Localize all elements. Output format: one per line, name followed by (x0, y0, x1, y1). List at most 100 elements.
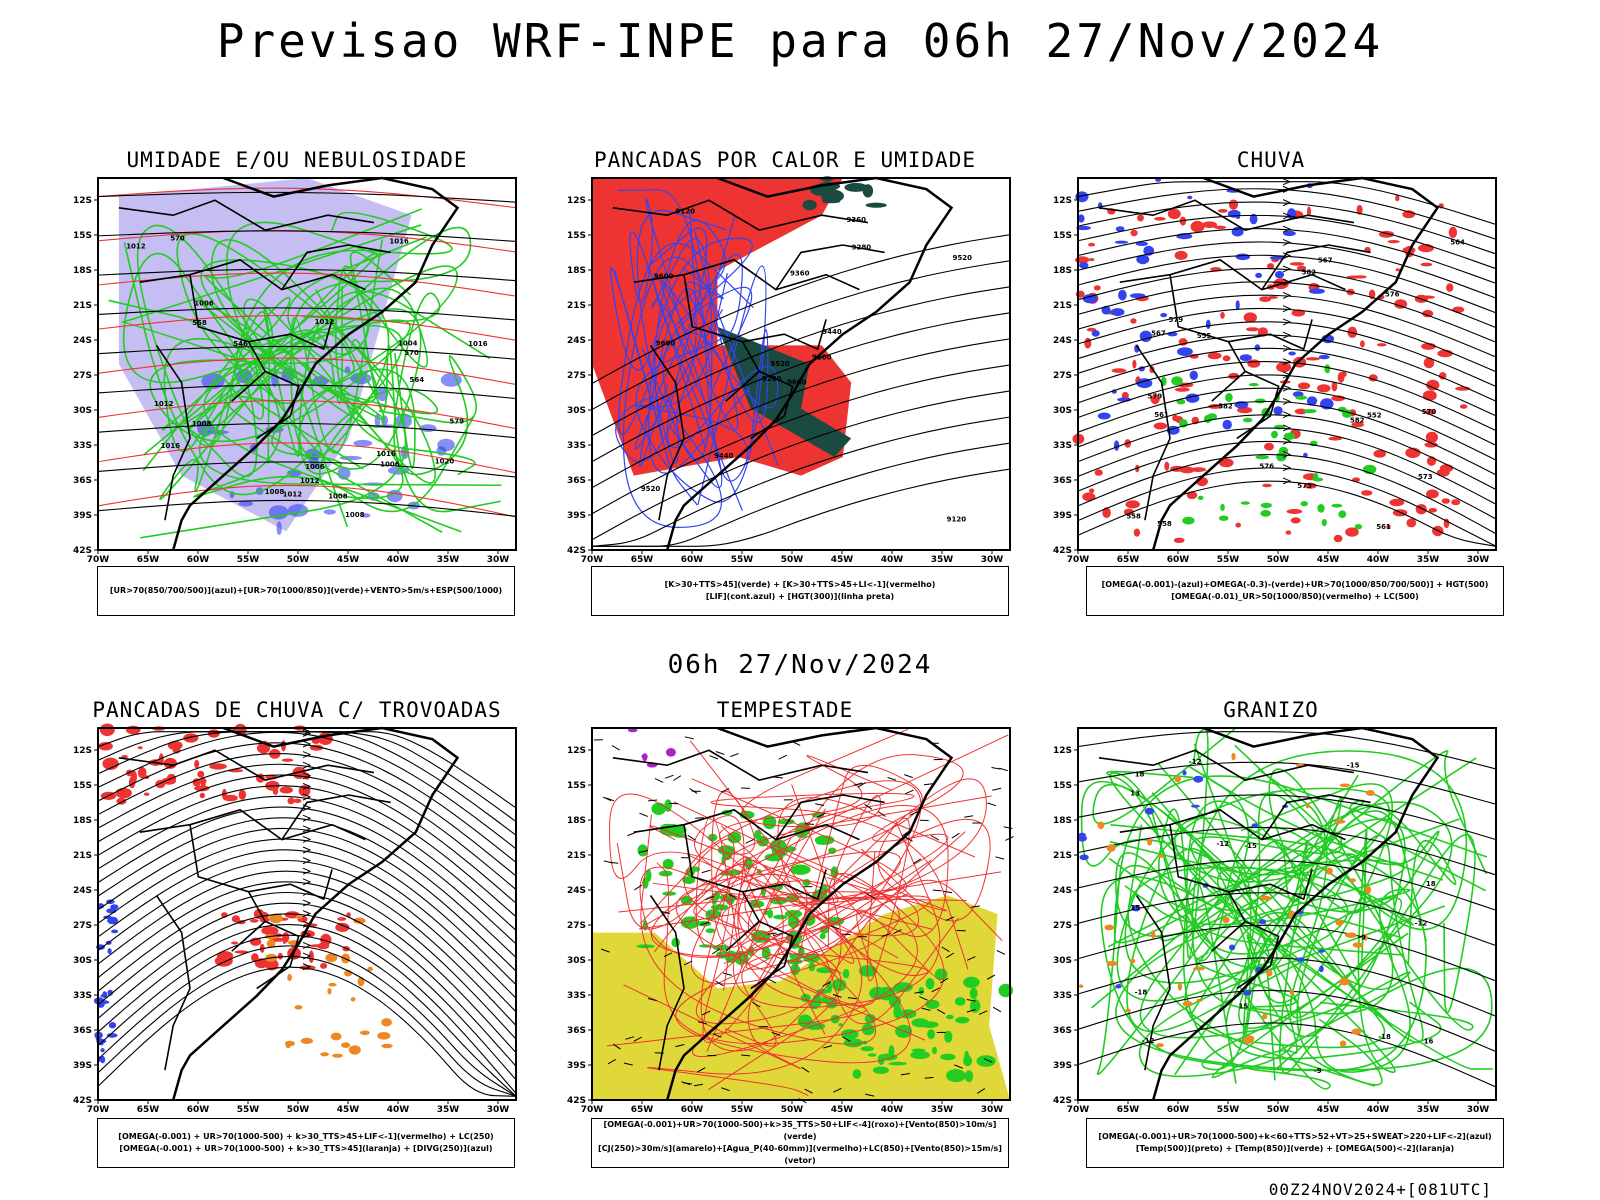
rain-red-area (1305, 357, 1320, 361)
wind-vector (729, 753, 739, 758)
hgt500-contour (1077, 387, 1497, 461)
wind-vector (931, 987, 940, 993)
streamline-250 (97, 924, 517, 1094)
wind-green-area (790, 864, 811, 875)
precipitable-water-contour (616, 843, 900, 985)
contour-label: 9600 (787, 378, 807, 386)
contour-label: 9600 (654, 272, 674, 280)
lon-tick-label: 65W (137, 1105, 160, 1115)
hgt300-contour (591, 416, 1011, 547)
wind-arrow (302, 899, 312, 907)
lon-tick-label: 40W (387, 555, 410, 565)
map-frame (97, 177, 517, 551)
lat-tick-label: 15S (1053, 781, 1072, 791)
lat-tick-label: 36S (73, 476, 92, 486)
thickness-contour (97, 484, 517, 518)
omega-orange-area (1174, 775, 1182, 783)
state-border (118, 749, 375, 781)
rain-red-area (1088, 242, 1096, 247)
humidity-high-area (276, 521, 282, 535)
wind-vector (904, 836, 913, 842)
wind-green-area (932, 1046, 937, 1055)
lon-tick-label: 40W (1367, 1105, 1390, 1115)
wind-vector (715, 751, 725, 755)
lat-tick-label: 24S (567, 886, 586, 896)
rain-green-area (1331, 503, 1343, 508)
temp500-contour (1077, 989, 1497, 1053)
state-border (775, 244, 885, 291)
wind-green-area (927, 1029, 935, 1040)
contour-label: 570 (1422, 408, 1437, 416)
omega-orange-area (1193, 966, 1205, 971)
streamline-250 (97, 934, 517, 1097)
precipitable-water-contour (609, 740, 899, 964)
rain-green-area (1303, 409, 1317, 414)
contour-label: 9200 (762, 375, 782, 383)
legend-line: [OMEGA(-0.001)-(azul)+OMEGA(-0.3)-(verde… (1101, 580, 1489, 589)
temp500-contour (1077, 924, 1497, 982)
wind-green-area (748, 900, 765, 908)
rain-red-area (1297, 382, 1311, 390)
wind-green-area (861, 1023, 875, 1036)
rain-blue-area (1136, 254, 1150, 265)
storm-red-area (277, 952, 283, 960)
wind-vector (966, 999, 976, 1002)
lat-tick-label: 27S (1053, 921, 1072, 931)
contour-label: 18 (1135, 771, 1145, 779)
wind-vector (607, 1058, 616, 1065)
streamline-250 (97, 785, 517, 918)
state-border (1236, 370, 1280, 440)
coastline (665, 176, 954, 551)
storm-orange-area (353, 917, 366, 924)
rain-red-area (1264, 442, 1274, 451)
wind-green-area (852, 1069, 862, 1079)
storm-red-area (102, 757, 119, 770)
rain-red-area (1089, 488, 1095, 494)
lon-tick-label: 45W (831, 555, 854, 565)
rain-red-area (1247, 359, 1261, 368)
wind-arrow (1282, 411, 1292, 419)
wind-vector (682, 1082, 693, 1085)
contour-label: 558 (1157, 520, 1172, 528)
rain-red-area (1276, 362, 1292, 373)
wind-vector (924, 1076, 934, 1079)
pressure-contour (97, 268, 517, 282)
storm-red-area (194, 785, 210, 792)
wind-vector (683, 960, 693, 966)
storm-red-area (183, 733, 199, 743)
hail-blue-area (1243, 990, 1252, 996)
wind-green-area (777, 818, 795, 825)
rain-red-area (1267, 263, 1275, 270)
lat-tick-label: 42S (567, 546, 586, 556)
contour-label: 1016 (389, 237, 409, 245)
rain-red-area (1395, 268, 1400, 272)
storm-red-area (293, 798, 302, 803)
contour-label: 564 (410, 376, 425, 384)
contour-label: 1008 (192, 420, 212, 428)
wind-vector (999, 767, 1008, 772)
wind-green-area (946, 1069, 966, 1083)
lat-tick-label: 33S (567, 441, 586, 451)
contour-label: 561 (1154, 411, 1169, 419)
pressure-contour (97, 461, 517, 478)
lon-tick-label: 45W (1317, 555, 1340, 565)
lon-tick-label: 30W (1467, 1105, 1490, 1115)
rain-red-area (1333, 534, 1343, 543)
wind-vector (823, 1045, 833, 1049)
lat-tick-label: 18S (73, 266, 92, 276)
storm-red-area (249, 919, 259, 923)
rain-red-area (1446, 283, 1454, 292)
lif-contour (622, 256, 779, 529)
wind-green-area (954, 997, 966, 1006)
storm-orange-area (381, 1043, 393, 1049)
contour-label: 1012 (154, 400, 174, 408)
wind-vector (877, 811, 886, 817)
wind-vector (774, 776, 784, 779)
wind-vector (995, 856, 1005, 860)
storm-red-area (99, 723, 115, 737)
lat-tick-label: 39S (567, 1061, 586, 1071)
storm-orange-area (266, 939, 276, 948)
contour-label: 1006 (194, 299, 214, 307)
storm-red-area (167, 740, 183, 751)
lon-tick-label: 65W (631, 555, 654, 565)
